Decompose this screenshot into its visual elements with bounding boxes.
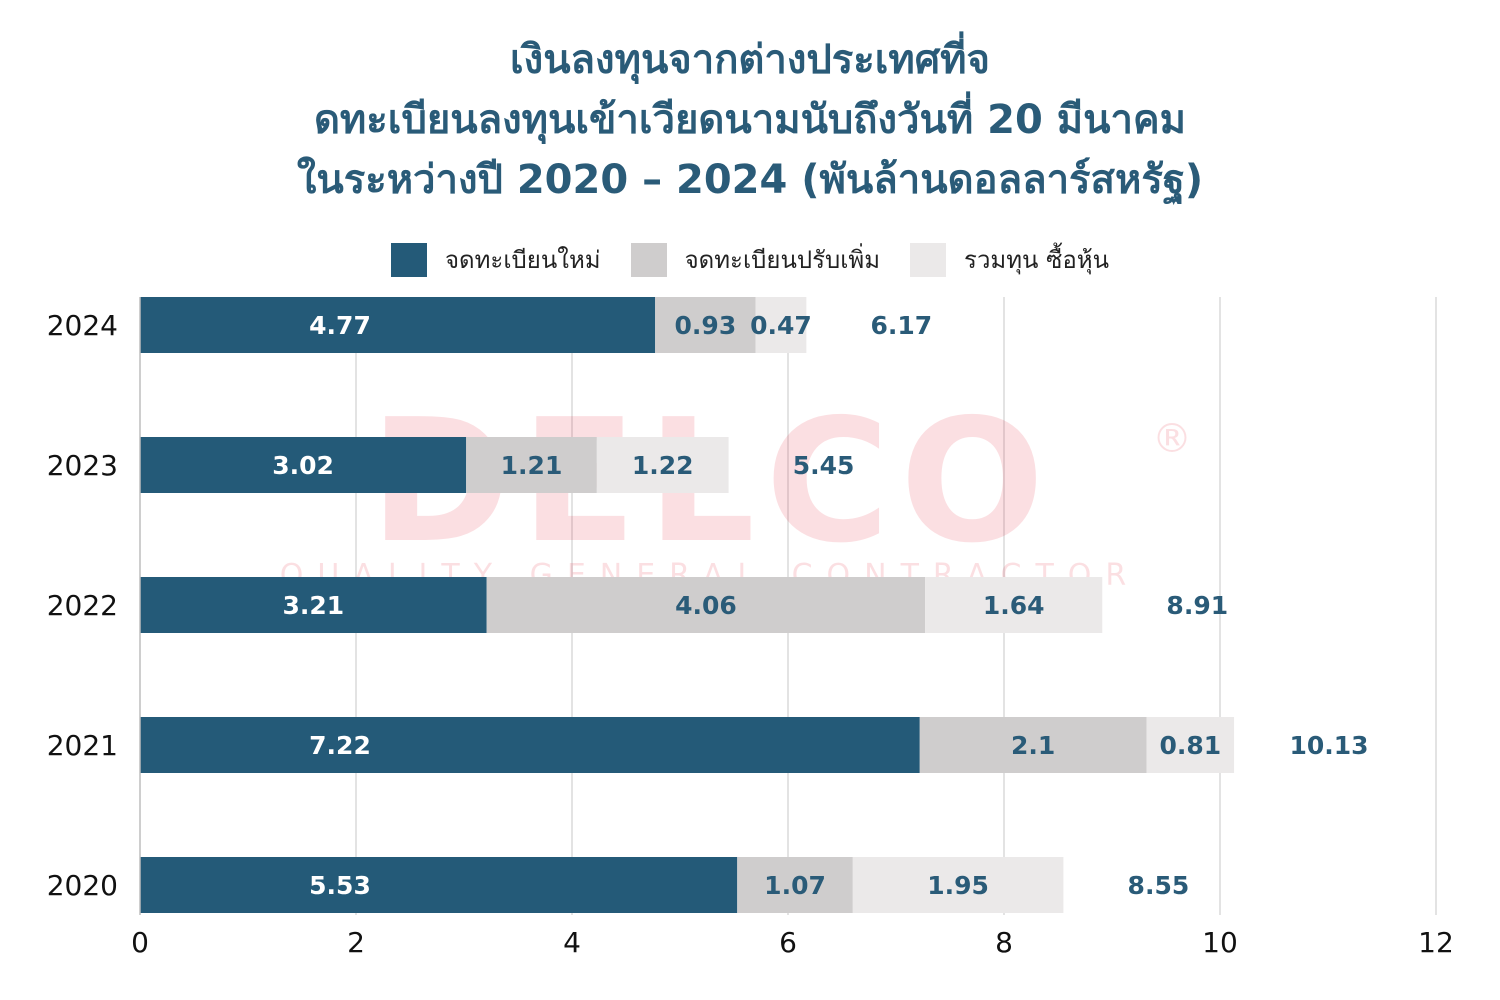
total-label-2022: 8.91 [1166,591,1228,620]
bar-2022-series-0[interactable] [140,577,487,633]
total-label-2021: 10.13 [1290,731,1369,760]
bar-2024-series-2[interactable] [755,297,807,353]
x-tick-label-2: 2 [347,926,365,959]
y-tick-label-2020: 2020 [47,869,118,902]
bar-2022-series-1[interactable] [486,577,926,633]
bar-2024-series-1[interactable] [655,297,756,353]
bar-2020-series-1[interactable] [737,857,853,913]
value-label-2021-series-1: 2.1 [1011,731,1055,760]
value-label-2024-series-2: 0.47 [750,311,812,340]
bar-2021-series-2[interactable] [1146,717,1235,773]
y-tick-label-2022: 2022 [47,589,118,622]
total-label-2024: 6.17 [871,311,933,340]
legend-swatch-increase [630,242,667,277]
legend-label-increase: จดทะเบียนปรับเพิ่ม [684,246,881,274]
bar-2024-series-0[interactable] [140,297,656,353]
total-label-2023: 5.45 [793,451,855,480]
value-label-2021-series-2: 0.81 [1159,731,1221,760]
x-tick-label-10: 10 [1202,926,1238,959]
bar-2020-series-2[interactable] [852,857,1064,913]
legend-label-capital: รวมทุน ซื้อหุ้น [964,246,1110,274]
total-label-2020: 8.55 [1128,871,1190,900]
bar-2022-series-2[interactable] [925,577,1103,633]
x-tick-label-8: 8 [995,926,1013,959]
data-labels: 4.77 0.93 0.47 6.17 3.02 1.21 1.22 5.45 3.21 4.06… [272,311,1368,900]
x-tick-label-4: 4 [563,926,581,959]
value-label-2022-series-2: 1.64 [983,591,1045,620]
watermark-registered-mark: ® [1152,416,1192,462]
legend-label-new: จดทะเบียนใหม่ [444,246,601,274]
legend-swatch-capital [910,242,947,277]
title-line-3: ในระหว่างปี 2020 – 2024 (พันล้านดอลลาร์ส… [296,157,1204,203]
value-label-2023-series-0: 3.02 [272,451,334,480]
chart-title: เงินลงทุนจากต่างประเทศที่จ ดทะเบียนลงทุน… [0,30,1500,210]
bar-2020-series-0[interactable] [140,857,738,913]
x-tick-label-0: 0 [131,926,149,959]
legend-swatch-new [390,242,427,277]
bar-2023-series-1[interactable] [466,437,597,493]
value-label-2024-series-0: 4.77 [309,311,371,340]
legend-item-new[interactable]: จดทะเบียนใหม่ [390,240,601,279]
value-label-2020-series-0: 5.53 [309,871,371,900]
y-tick-label-2023: 2023 [47,449,118,482]
x-tick-label-12: 12 [1418,926,1454,959]
bar-2023-series-2[interactable] [596,437,729,493]
legend-item-increase[interactable]: จดทะเบียนปรับเพิ่ม [630,240,881,279]
value-label-2023-series-2: 1.22 [632,451,694,480]
value-label-2022-series-0: 3.21 [282,591,344,620]
title-line-2: ดทะเบียนลงทุนเข้าเวียดนามนับถึงวันที่ 20… [313,97,1187,143]
title-line-1: เงินลงทุนจากต่างประเทศที่จ [510,37,990,83]
x-tick-label-6: 6 [779,926,797,959]
axes: 0 2 4 6 8 10 12 2024 2023 2022 2021 2020 [47,297,1454,959]
chart-legend: จดทะเบียนใหม่ จดทะเบียนปรับเพิ่ม รวมทุน … [0,240,1500,279]
bar-2021-series-1[interactable] [919,717,1147,773]
value-label-2020-series-2: 1.95 [927,871,989,900]
legend-item-capital[interactable]: รวมทุน ซื้อหุ้น [910,240,1109,279]
bar-2023-series-0[interactable] [140,437,467,493]
bar-2021-series-0[interactable] [140,717,920,773]
bar-series [140,297,1235,913]
value-label-2021-series-0: 7.22 [309,731,371,760]
value-label-2023-series-1: 1.21 [501,451,563,480]
y-tick-label-2024: 2024 [47,309,118,342]
value-label-2020-series-1: 1.07 [764,871,826,900]
value-label-2022-series-1: 4.06 [675,591,737,620]
y-tick-label-2021: 2021 [47,729,118,762]
value-label-2024-series-1: 0.93 [675,311,737,340]
